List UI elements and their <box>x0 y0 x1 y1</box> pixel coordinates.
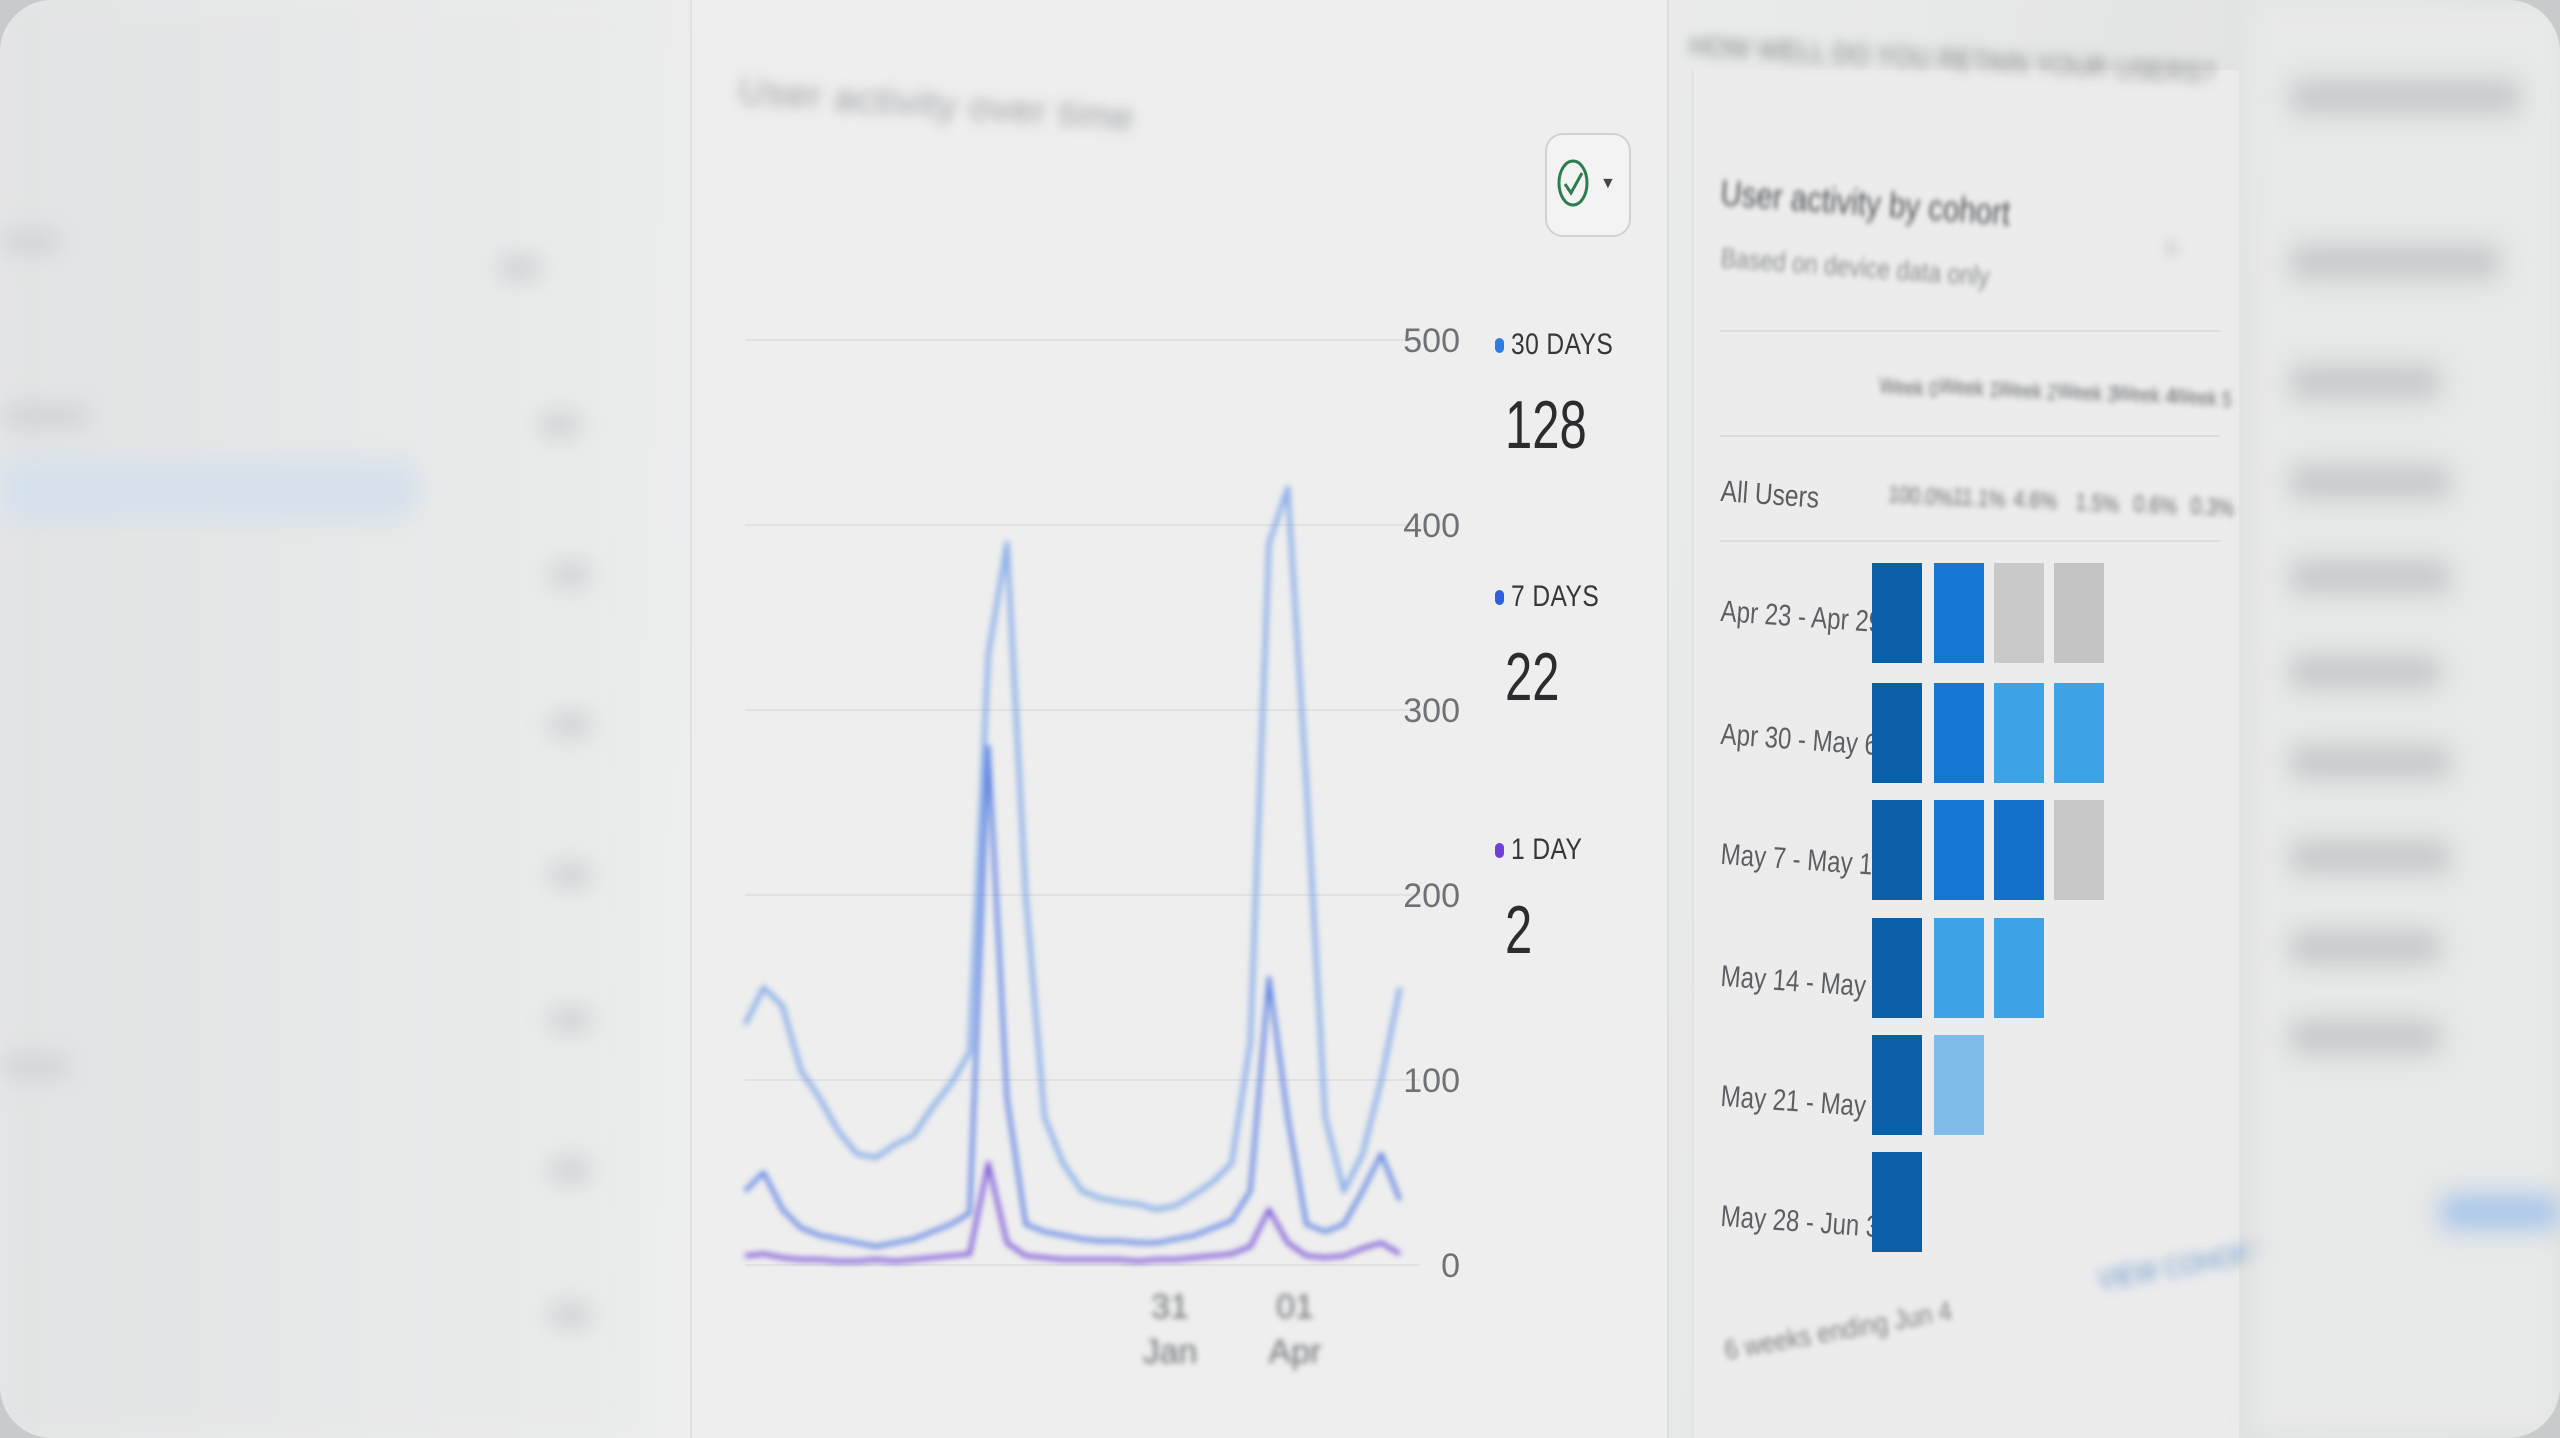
nav-item[interactable] <box>0 405 90 427</box>
cohort-cell[interactable] <box>1872 563 1922 663</box>
nav-count <box>550 565 590 585</box>
side-row <box>2290 745 2450 779</box>
side-row <box>2290 245 2500 279</box>
legend-dot <box>1495 590 1504 605</box>
series-line-7-days <box>743 745 1402 1249</box>
nav-count <box>550 1160 590 1180</box>
legend-value: 2 <box>1505 892 1533 968</box>
nav-item-active[interactable] <box>0 460 420 520</box>
legend-value: 128 <box>1505 387 1587 463</box>
chevron-right-icon[interactable]: › <box>2165 225 2178 267</box>
nav-count <box>550 715 590 735</box>
cohort-cell[interactable] <box>1872 1152 1922 1252</box>
y-tick-label: 0 <box>1441 1247 1460 1285</box>
week-header: Week 1 <box>1938 372 2000 403</box>
cohort-cell[interactable] <box>2054 800 2104 900</box>
legend-label: 30 DAYS <box>1511 328 1614 361</box>
retention-pct: 0.3% <box>2189 492 2236 523</box>
all-users-label: All Users <box>1719 475 1821 515</box>
side-link[interactable] <box>2440 1195 2560 1229</box>
chart-gridlines <box>745 339 1420 1266</box>
nav-count <box>500 258 540 278</box>
retention-pct: 4.6% <box>2012 485 2059 516</box>
y-tick-label: 200 <box>1403 877 1460 915</box>
cohort-cell[interactable] <box>1934 563 1984 663</box>
nav-count <box>550 1305 590 1325</box>
side-row <box>2290 1020 2440 1054</box>
week-header: Week 4 <box>2114 379 2176 410</box>
cohort-cell[interactable] <box>2054 683 2104 783</box>
series-line-30-days <box>742 485 1403 1212</box>
y-tick-label: 400 <box>1403 507 1460 545</box>
nav-item[interactable] <box>0 1055 70 1077</box>
cohort-cell[interactable] <box>1934 800 1984 900</box>
week-header: Week 3 <box>2056 377 2118 408</box>
y-tick-label: 500 <box>1403 322 1460 360</box>
legend-dot <box>1495 843 1504 858</box>
series-line-1-day <box>744 1161 1402 1264</box>
cohort-cell[interactable] <box>1872 683 1922 783</box>
divider <box>1720 540 2220 542</box>
side-row <box>2290 80 2520 114</box>
divider <box>1720 330 2220 332</box>
cohort-cell[interactable] <box>1872 800 1922 900</box>
divider <box>1720 435 2220 437</box>
x-tick-label: Apr <box>1269 1333 1322 1371</box>
y-tick-label: 100 <box>1403 1062 1460 1100</box>
week-header: Week 0 <box>1878 372 1940 403</box>
cohort-cell[interactable] <box>1934 683 1984 783</box>
cohort-cell[interactable] <box>1872 918 1922 1018</box>
cohort-cell[interactable] <box>1934 918 1984 1018</box>
side-row <box>2290 655 2440 689</box>
retention-pct: 11.1% <box>1951 483 2007 514</box>
legend-label: 7 DAYS <box>1511 580 1600 613</box>
x-tick-label: 31 <box>1151 1288 1189 1326</box>
y-axis: 500 400 300 200 100 0 <box>1403 322 1460 1285</box>
legend-label: 1 DAY <box>1511 833 1583 866</box>
check-circle-icon <box>1557 159 1589 207</box>
week-header: Week 5 <box>2171 382 2233 413</box>
chart-series <box>742 485 1403 1264</box>
x-tick-label: 01 <box>1276 1288 1314 1326</box>
compare-dropdown-button[interactable]: ▼ <box>1545 133 1631 237</box>
cohort-cell[interactable] <box>2054 563 2104 663</box>
legend-value: 22 <box>1505 639 1560 715</box>
nav-count <box>540 415 580 435</box>
x-axis: 31 Jan 01 Apr <box>1143 1288 1322 1371</box>
side-row <box>2290 560 2450 594</box>
side-row <box>2290 465 2450 499</box>
cohort-cell[interactable] <box>1994 563 2044 663</box>
y-tick-label: 300 <box>1403 692 1460 730</box>
cohort-cell[interactable] <box>1934 1035 1984 1135</box>
side-row <box>2290 840 2450 874</box>
x-tick-label: Jan <box>1143 1333 1198 1371</box>
left-nav <box>0 0 640 1438</box>
nav-item[interactable] <box>0 230 60 252</box>
cohort-cell[interactable] <box>1994 800 2044 900</box>
cohort-cell[interactable] <box>1994 683 2044 783</box>
nav-count <box>550 1010 590 1030</box>
legend-dot <box>1495 338 1504 353</box>
cohort-cell[interactable] <box>1872 1035 1922 1135</box>
side-row <box>2290 930 2440 964</box>
caret-down-icon: ▼ <box>1600 175 1616 192</box>
retention-pct: 1.5% <box>2074 488 2121 519</box>
cohort-cell[interactable] <box>1994 918 2044 1018</box>
retention-pct: 100.0% <box>1887 480 1955 513</box>
nav-count <box>550 865 590 885</box>
retention-pct: 0.6% <box>2132 490 2179 521</box>
week-header: Week 2 <box>1996 375 2058 406</box>
side-row <box>2290 365 2440 399</box>
user-activity-card <box>690 0 1669 1438</box>
